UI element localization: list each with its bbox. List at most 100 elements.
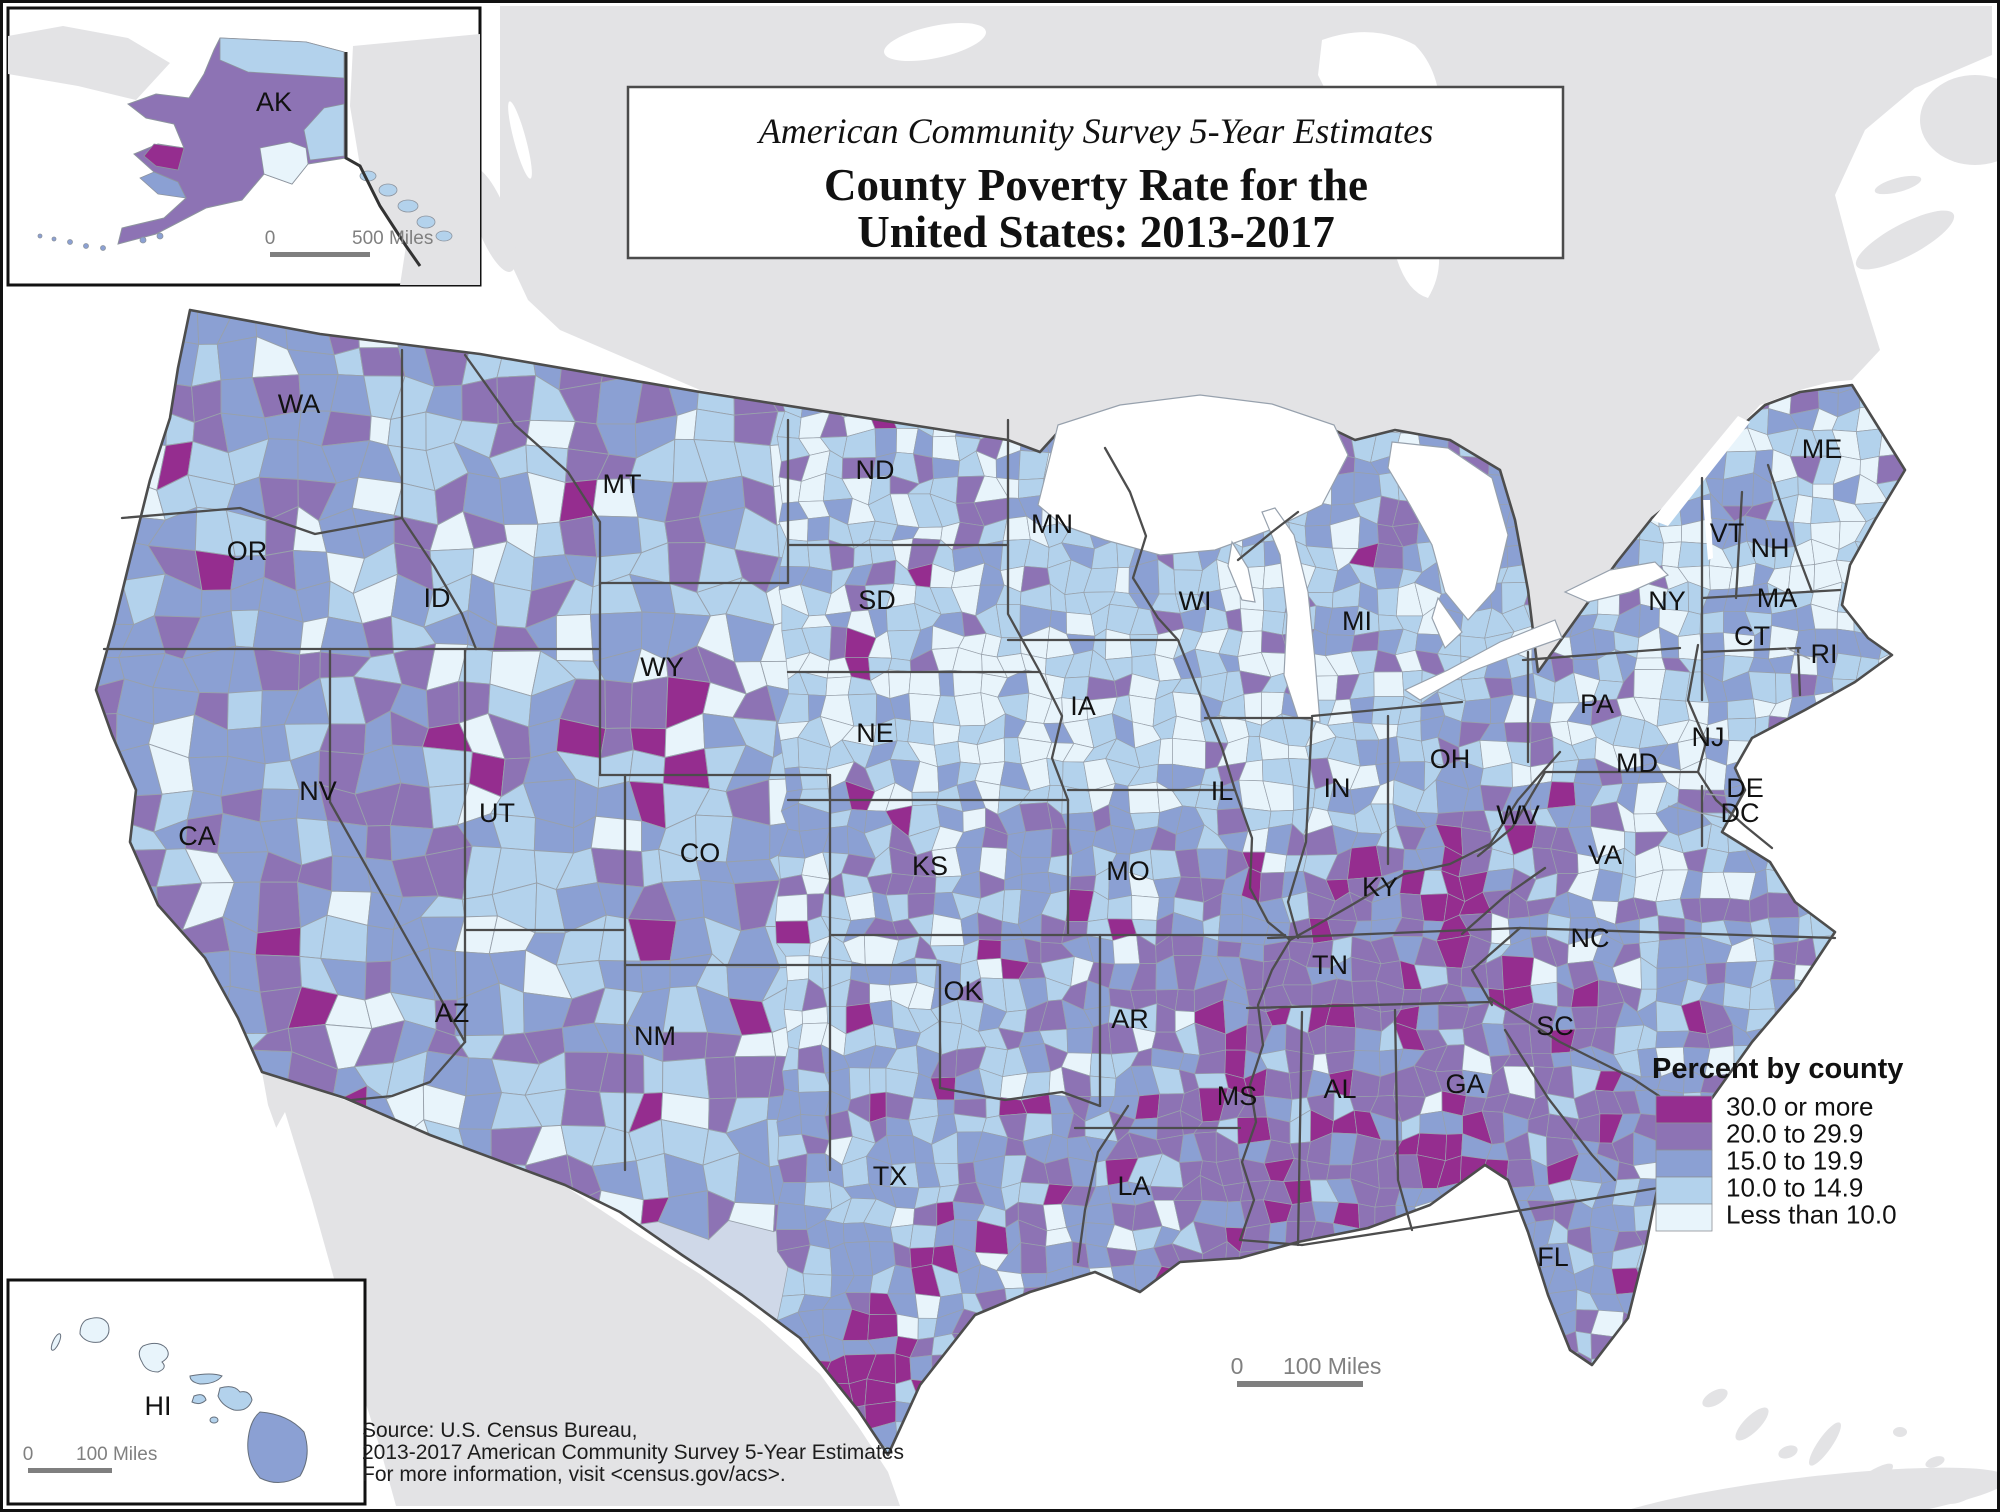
state-label-ri: RI — [1811, 639, 1838, 669]
state-label-mt: MT — [603, 469, 642, 499]
county-cell — [1219, 893, 1243, 916]
county-cell — [254, 954, 302, 993]
state-label-ut: UT — [479, 798, 515, 828]
county-cell — [1196, 848, 1229, 880]
county-cell — [803, 1181, 833, 1210]
state-label-tn: TN — [1312, 950, 1348, 980]
county-cell — [1304, 524, 1333, 549]
county-cell — [1657, 915, 1686, 942]
county-cell — [1127, 781, 1160, 814]
county-cell — [493, 582, 532, 629]
county-cell — [829, 625, 848, 661]
county-cell — [869, 539, 897, 565]
county-cell — [932, 435, 961, 462]
county-cell — [1020, 1242, 1048, 1275]
county-cell — [1767, 917, 1800, 945]
county-cell — [867, 1313, 899, 1341]
county-cell — [1482, 867, 1515, 893]
county-cell — [802, 1273, 833, 1298]
county-cell — [365, 824, 393, 862]
county-cell — [1550, 1051, 1572, 1069]
county-cell — [1020, 856, 1052, 875]
nova-scotia — [1855, 210, 1955, 270]
state-label-nd: ND — [856, 455, 895, 485]
state-label-ky: KY — [1362, 872, 1398, 902]
state-label-wa: WA — [278, 389, 321, 419]
state-label-wi: WI — [1179, 586, 1212, 616]
county-cell — [908, 670, 941, 697]
county-cell — [590, 847, 645, 888]
county-cell — [869, 983, 892, 1004]
legend-swatch-4 — [1655, 1176, 1713, 1205]
county-cell — [864, 964, 892, 986]
state-label-wy: WY — [640, 652, 684, 682]
coastal-channel — [508, 101, 532, 179]
state-label-or: OR — [227, 536, 268, 566]
county-cell — [1157, 737, 1173, 765]
hawaii-scale-zero: 0 — [23, 1444, 34, 1465]
state-label-id: ID — [424, 583, 451, 613]
county-cell — [976, 939, 1002, 961]
county-cell — [559, 515, 598, 558]
legend-swatch-3 — [1655, 1149, 1713, 1178]
title-box: American Community Survey 5-Year Estimat… — [626, 85, 1565, 260]
state-label-mo: MO — [1106, 856, 1150, 886]
state-label-md: MD — [1616, 748, 1658, 778]
state-label-vt: VT — [1710, 518, 1745, 548]
map-title-line1: County Poverty Rate for the — [824, 160, 1368, 210]
state-label-mn: MN — [1031, 509, 1073, 539]
alaska-inset: AK 0 500 Miles — [6, 6, 482, 287]
legend-label-2: 20.0 to 29.9 — [1726, 1119, 1863, 1149]
county-cell — [1260, 851, 1287, 874]
legend-label-4: 10.0 to 14.9 — [1726, 1173, 1863, 1203]
county-cell — [798, 766, 829, 790]
county-cell — [985, 1096, 1001, 1119]
county-cell — [914, 1293, 942, 1319]
source-line-3: For more information, visit <census.gov/… — [362, 1463, 786, 1486]
county-cell — [525, 419, 576, 450]
county-cell — [1528, 912, 1549, 938]
state-label-ak: AK — [256, 87, 292, 117]
scale-label: 100 Miles — [1283, 1353, 1381, 1379]
county-cell — [259, 788, 300, 823]
state-label-dc: DC — [1721, 798, 1760, 828]
county-cell — [1460, 698, 1491, 724]
county-cell — [1355, 739, 1380, 767]
county-cell — [643, 1054, 664, 1094]
state-label-ok: OK — [943, 976, 982, 1006]
county-cell — [775, 1202, 808, 1230]
county-cell — [825, 676, 852, 697]
county-cell — [1633, 657, 1667, 671]
county-cell — [1240, 608, 1265, 633]
legend-swatch-5 — [1655, 1203, 1713, 1232]
county-cell — [1726, 698, 1757, 720]
county-cell — [1292, 784, 1316, 811]
county-cell — [1018, 802, 1053, 833]
newfoundland — [1920, 75, 2000, 165]
county-cell — [1105, 1247, 1138, 1268]
county-cell — [936, 1099, 955, 1117]
county-cell — [1659, 669, 1691, 702]
county-cell — [1134, 1093, 1161, 1120]
county-cell — [358, 347, 406, 377]
county-cell — [1354, 1027, 1382, 1052]
alaska-scale-label: 500 Miles — [352, 228, 433, 249]
county-cell — [957, 1161, 977, 1185]
kahoolawe-island — [209, 1416, 219, 1424]
state-label-ne: NE — [856, 718, 894, 748]
state-label-ga: GA — [1445, 1069, 1484, 1099]
hawaii-scale-rule — [28, 1468, 112, 1473]
county-cell — [1171, 934, 1205, 956]
county-cell — [1546, 781, 1577, 809]
state-label-nv: NV — [299, 776, 337, 806]
northern-lake — [884, 22, 986, 62]
map-title-line2: United States: 2013-2017 — [857, 207, 1334, 257]
county-cell — [1376, 587, 1399, 617]
county-cell — [929, 913, 965, 947]
scale-zero: 0 — [1231, 1353, 1244, 1379]
county-cell — [227, 690, 263, 731]
state-label-me: ME — [1802, 434, 1843, 464]
county-cell — [785, 955, 810, 982]
state-label-nm: NM — [634, 1021, 676, 1051]
